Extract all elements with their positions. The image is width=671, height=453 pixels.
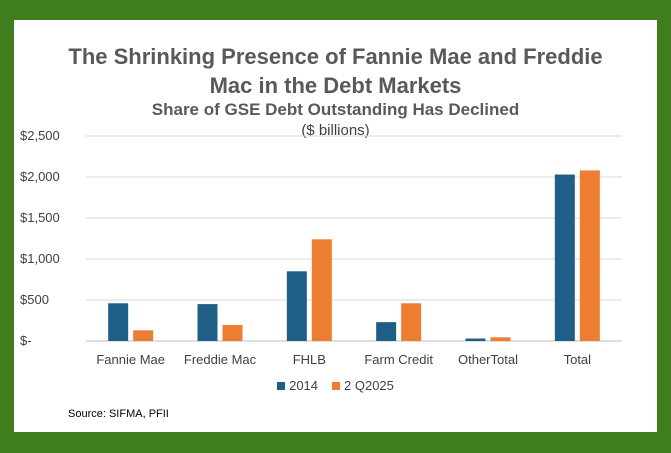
chart-title: The Shrinking Presence of Fannie Mae and… bbox=[14, 42, 657, 100]
x-category-label: Fannie Mae bbox=[96, 352, 165, 367]
bar-2-q2025-fhlb bbox=[311, 239, 332, 341]
bar-2014-fannie-mae bbox=[108, 303, 129, 341]
x-category-label: Freddie Mac bbox=[184, 352, 257, 367]
bar-2014-othertotal bbox=[465, 338, 486, 341]
bar-2-q2025-farm-credit bbox=[401, 303, 422, 341]
bar-2014-freddie-mac bbox=[197, 304, 218, 341]
y-tick-label: $2,000 bbox=[20, 169, 60, 184]
chart-panel: The Shrinking Presence of Fannie Mae and… bbox=[14, 20, 657, 432]
bar-2014-fhlb bbox=[286, 271, 307, 341]
x-category-label: OtherTotal bbox=[458, 352, 518, 367]
chart-subtitle: Share of GSE Debt Outstanding Has Declin… bbox=[151, 100, 520, 119]
chart-title-line-1: The Shrinking Presence of Fannie Mae and… bbox=[68, 44, 603, 69]
legend-label-2q2025: 2 Q2025 bbox=[344, 378, 394, 393]
y-tick-label: $1,500 bbox=[20, 210, 60, 225]
bar-2014-farm-credit bbox=[376, 322, 397, 341]
y-tick-label: $1,000 bbox=[20, 251, 60, 266]
y-tick-label: $2,500 bbox=[20, 128, 60, 143]
x-category-label: Total bbox=[564, 352, 592, 367]
x-category-label: Farm Credit bbox=[364, 352, 433, 367]
chart-title-line-2: Mac in the Debt Markets bbox=[209, 73, 462, 98]
bar-2014-total bbox=[554, 174, 575, 341]
bar-chart: $- $500 $1,000 $1,500 $2,000 $2,500 Fannie Mae… bbox=[20, 128, 622, 367]
bar-2-q2025-fannie-mae bbox=[133, 330, 154, 341]
legend-item-2014: 2014 bbox=[277, 378, 318, 393]
y-tick-label: $- bbox=[20, 333, 32, 348]
legend-label-2014: 2014 bbox=[289, 378, 319, 393]
x-category-label: FHLB bbox=[293, 352, 326, 367]
bar-2-q2025-freddie-mac bbox=[222, 325, 243, 341]
bar-2-q2025-total bbox=[579, 170, 600, 341]
chart-units: ($ billions) bbox=[301, 122, 370, 139]
bar-2-q2025-othertotal bbox=[490, 337, 511, 341]
legend-swatch-2014 bbox=[277, 381, 286, 390]
y-tick-label: $500 bbox=[20, 292, 49, 307]
legend-item-2q2025: 2 Q2025 bbox=[332, 378, 394, 393]
source-note: Source: SIFMA, PFII bbox=[68, 408, 169, 420]
legend-swatch-2q2025 bbox=[332, 381, 341, 390]
chart-legend: 2014 2 Q2025 bbox=[14, 378, 657, 393]
